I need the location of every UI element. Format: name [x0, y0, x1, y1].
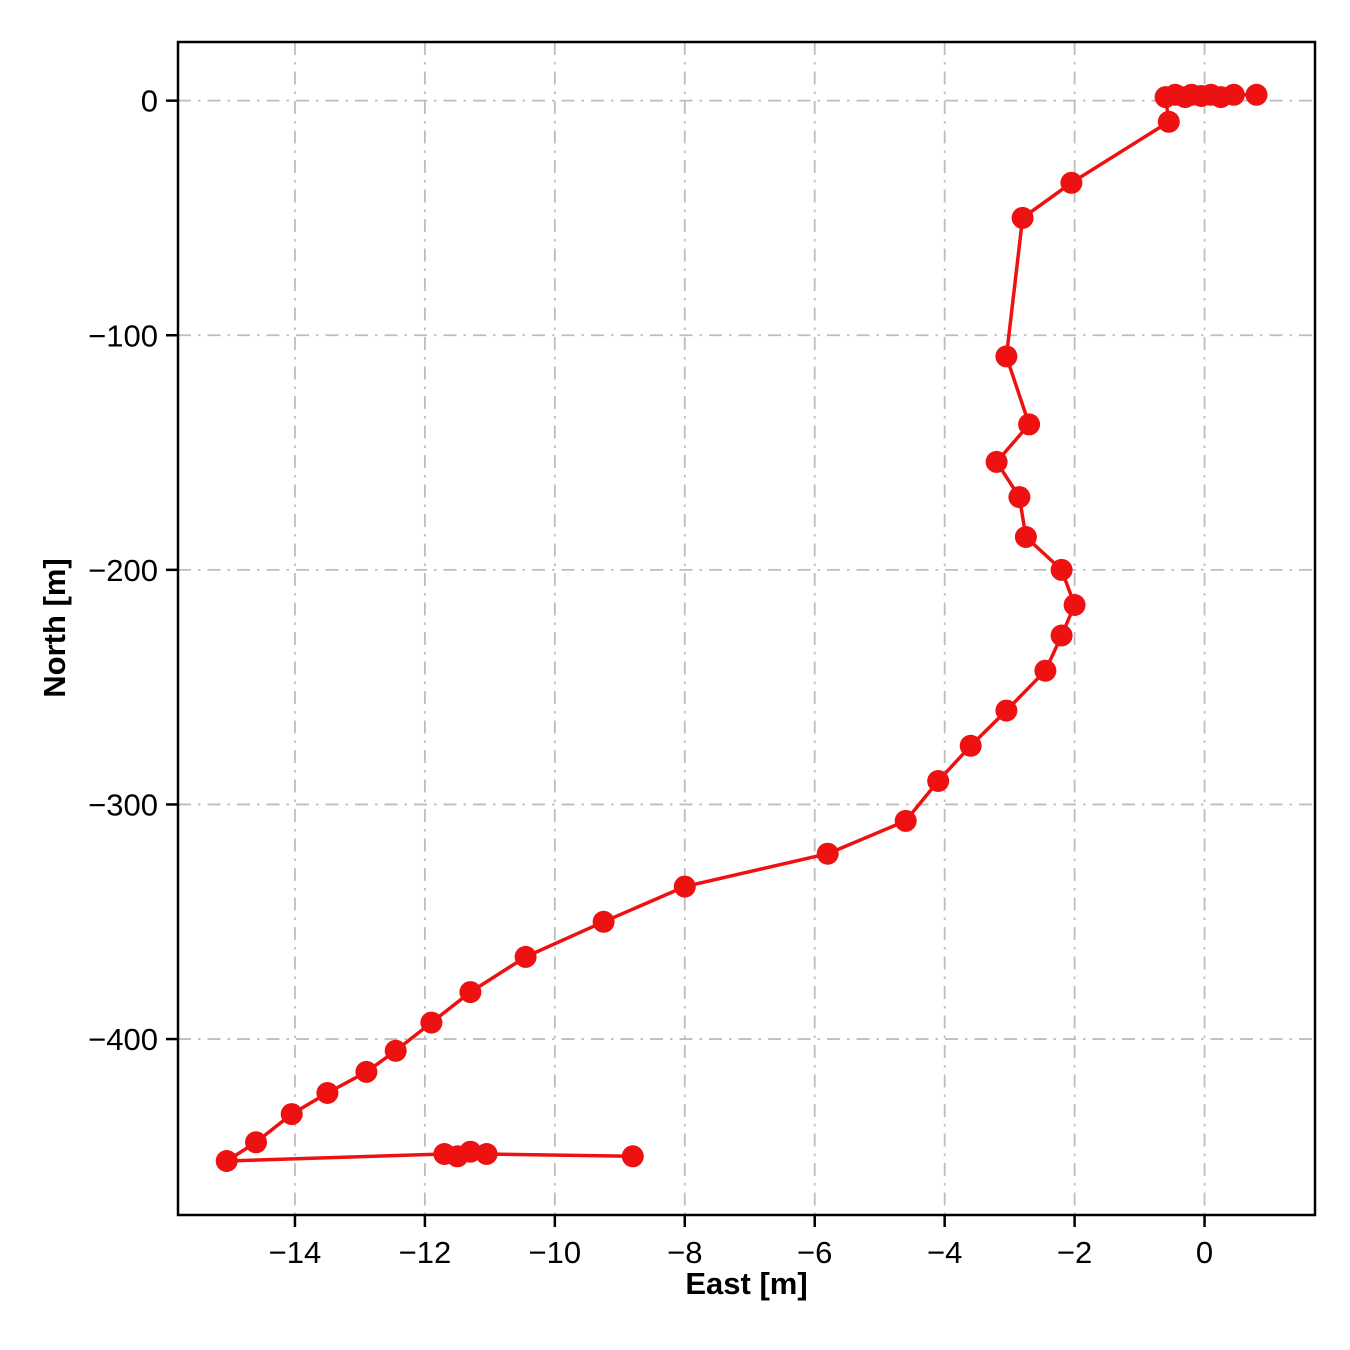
- data-point-marker: [1011, 206, 1034, 229]
- data-point-marker: [927, 770, 950, 792]
- y-tick-label: −300: [88, 787, 158, 822]
- x-tick-label: −10: [529, 1235, 582, 1270]
- axes-ticks: −14 −12 −10 −8 −6 −4 −2 00−100−200−300−400: [88, 84, 1213, 1270]
- data-point-marker: [459, 1140, 482, 1163]
- x-tick-label: −4: [927, 1235, 962, 1270]
- data-point-marker: [1050, 624, 1073, 647]
- data-point-marker: [621, 1145, 644, 1168]
- grid: [178, 42, 1315, 1215]
- data-point-marker: [1060, 171, 1083, 194]
- x-tick-label: −6: [797, 1235, 832, 1270]
- y-axis-label: North [m]: [37, 558, 72, 698]
- x-axis-label: East [m]: [685, 1266, 808, 1301]
- data-point-marker: [816, 842, 839, 865]
- x-tick-label: −8: [667, 1235, 702, 1270]
- y-tick-label: −100: [88, 318, 158, 353]
- y-tick-label: 0: [141, 84, 158, 119]
- data-point-marker: [475, 1143, 498, 1165]
- data-point-marker: [1063, 594, 1086, 616]
- data-point-marker: [894, 809, 917, 832]
- data-point-marker: [1157, 110, 1180, 133]
- series-trajectory: [215, 83, 1268, 1172]
- data-point-marker: [995, 345, 1018, 368]
- data-point-marker: [1014, 526, 1037, 548]
- data-point-marker: [459, 981, 482, 1004]
- data-point-marker: [1008, 486, 1031, 509]
- y-tick-label: −400: [88, 1022, 158, 1057]
- trajectory-line: [224, 93, 1259, 1163]
- x-tick-label: −12: [399, 1235, 452, 1270]
- data-point-marker: [355, 1060, 378, 1083]
- plot-frame: [176, 40, 1317, 1217]
- data-point-marker: [245, 1131, 267, 1154]
- y-tick-label: −200: [88, 553, 158, 588]
- data-point-marker: [1154, 86, 1177, 109]
- data-point-marker: [995, 699, 1018, 722]
- data-point-marker: [985, 450, 1008, 473]
- data-point-marker: [316, 1082, 339, 1104]
- data-point-marker: [592, 910, 615, 933]
- data-point-marker: [1018, 413, 1041, 436]
- data-point-marker: [280, 1103, 303, 1126]
- data-point-marker: [420, 1011, 443, 1034]
- data-point-marker: [1050, 558, 1073, 581]
- data-point-marker: [959, 734, 982, 757]
- data-point-marker: [673, 875, 696, 898]
- x-tick-label: −14: [269, 1235, 322, 1270]
- data-point-marker: [514, 945, 537, 968]
- x-tick-label: 0: [1196, 1235, 1213, 1270]
- x-tick-label: −2: [1057, 1235, 1092, 1270]
- data-point-marker: [215, 1150, 238, 1172]
- data-point-marker: [1245, 83, 1268, 106]
- data-point-marker: [1034, 659, 1057, 682]
- data-point-marker: [384, 1039, 407, 1062]
